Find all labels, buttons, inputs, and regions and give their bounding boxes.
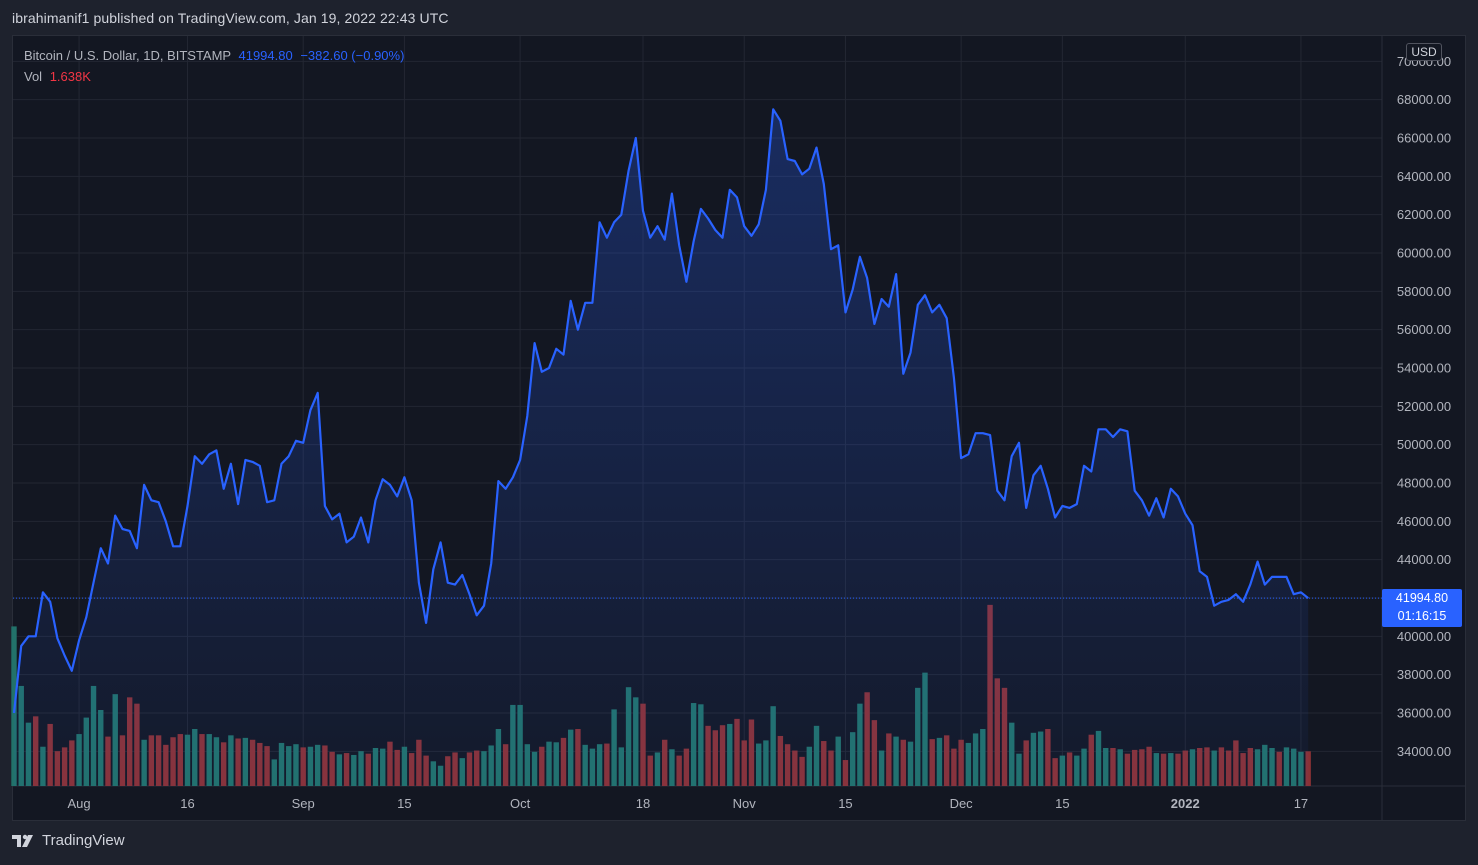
y-tick-label: 48000.00 — [1397, 476, 1451, 491]
y-tick-label: 52000.00 — [1397, 399, 1451, 414]
x-tick-label: Sep — [292, 796, 315, 811]
y-tick-label: 64000.00 — [1397, 169, 1451, 184]
candle-countdown: 01:16:15 — [1397, 609, 1447, 623]
x-tick-label: Aug — [67, 796, 90, 811]
volume-label[interactable]: Vol — [24, 69, 43, 84]
y-tick-label: 56000.00 — [1397, 322, 1451, 337]
y-tick-label: 46000.00 — [1397, 514, 1451, 529]
y-tick-label: 66000.00 — [1397, 131, 1451, 146]
publish-info: ibrahimanif1 published on TradingView.co… — [12, 10, 449, 26]
tradingview-logo-icon — [12, 834, 33, 847]
legend-symbol-row: Bitcoin / U.S. Dollar, 1D, BITSTAMP 4199… — [24, 45, 404, 66]
legend-last-price: 41994.80 — [238, 48, 293, 63]
current-price-label: 41994.80 — [1395, 591, 1449, 605]
x-tick-label: 18 — [636, 796, 650, 811]
y-tick-label: 34000.00 — [1397, 744, 1451, 759]
price-area-fill — [14, 109, 1309, 787]
x-tick-label: 15 — [397, 796, 411, 811]
y-tick-label: 50000.00 — [1397, 437, 1451, 452]
x-tick-label: Dec — [950, 796, 974, 811]
chart-legend: Bitcoin / U.S. Dollar, 1D, BITSTAMP 4199… — [24, 45, 404, 87]
y-tick-label: 54000.00 — [1397, 361, 1451, 376]
symbol-title[interactable]: Bitcoin / U.S. Dollar, 1D, BITSTAMP — [24, 48, 231, 63]
legend-price-change: −382.60 (−0.90%) — [300, 48, 405, 63]
x-tick-label: 16 — [180, 796, 194, 811]
currency-badge[interactable]: USD — [1406, 43, 1442, 61]
y-tick-label: 68000.00 — [1397, 92, 1451, 107]
tradingview-brand: TradingView — [42, 832, 125, 849]
y-tick-label: 36000.00 — [1397, 706, 1451, 721]
x-tick-label: Nov — [733, 796, 757, 811]
price-line-series[interactable] — [12, 108, 1309, 714]
y-tick-label: 60000.00 — [1397, 246, 1451, 261]
x-tick-label: Oct — [510, 796, 531, 811]
current-price-tag: 41994.80 01:16:15 — [1382, 589, 1462, 627]
x-tick-label: 17 — [1294, 796, 1308, 811]
y-tick-label: 38000.00 — [1397, 667, 1451, 682]
y-tick-label: 58000.00 — [1397, 284, 1451, 299]
tradingview-footer[interactable]: TradingView — [12, 832, 125, 849]
y-tick-label: 40000.00 — [1397, 629, 1451, 644]
x-tick-label: 15 — [1055, 796, 1069, 811]
legend-volume-row: Vol 1.638K — [24, 66, 404, 87]
volume-value: 1.638K — [49, 69, 91, 84]
x-tick-label: 2022 — [1171, 796, 1200, 811]
x-tick-label: 15 — [838, 796, 852, 811]
y-tick-label: 62000.00 — [1397, 207, 1451, 222]
y-tick-label: 44000.00 — [1397, 552, 1451, 567]
